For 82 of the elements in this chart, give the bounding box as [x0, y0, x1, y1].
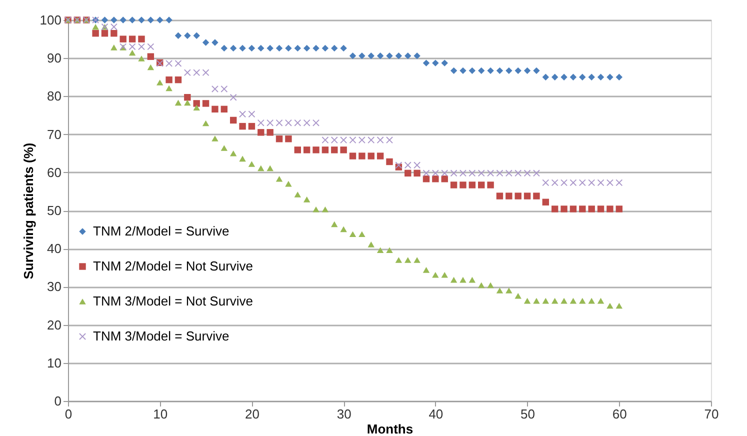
y-tick-label: 80 [47, 88, 62, 104]
x-tick-label: 50 [520, 406, 536, 422]
point [101, 16, 108, 24]
point [202, 39, 210, 46]
point [212, 39, 218, 46]
point [478, 67, 485, 74]
point [276, 44, 283, 52]
point [138, 16, 145, 24]
point [450, 67, 458, 74]
point [606, 74, 614, 81]
point [220, 44, 228, 52]
point [156, 16, 164, 24]
point [579, 74, 586, 81]
legend-label: TNM 2/Model = Survive [93, 224, 230, 238]
x-tick-label: 30 [336, 406, 352, 422]
point [147, 16, 154, 24]
point [331, 44, 338, 52]
point [460, 67, 466, 74]
point [258, 44, 264, 52]
point [248, 44, 256, 52]
point [230, 44, 237, 52]
point [542, 74, 550, 81]
point [349, 52, 356, 60]
legend-label: TNM 2/Model = Not Survive [93, 258, 254, 274]
point [570, 74, 577, 81]
point [414, 52, 420, 60]
point [193, 32, 200, 39]
point [294, 44, 301, 52]
point [514, 67, 522, 74]
y-tick-label: 60 [47, 164, 62, 180]
y-axis-title: Surviving patients (%) [20, 142, 36, 280]
point [110, 16, 118, 24]
x-tick-label: 10 [153, 406, 168, 422]
point [487, 67, 494, 74]
point [239, 44, 246, 52]
point [616, 74, 622, 81]
point [266, 44, 274, 52]
legend-label: TNM 3/Model = Survive [93, 328, 230, 344]
y-tick-label: 100 [40, 12, 62, 28]
y-tick-label: 50 [47, 203, 62, 218]
point [368, 52, 374, 60]
point [166, 16, 172, 24]
y-tick-label: 70 [47, 126, 62, 142]
point [120, 16, 126, 24]
point [303, 44, 310, 52]
point [184, 32, 191, 39]
y-tick-label: 10 [47, 355, 62, 370]
y-tick-label: 40 [47, 241, 62, 256]
x-axis-title: Months [366, 422, 414, 436]
point [422, 60, 430, 66]
x-tick-label: 40 [428, 406, 444, 422]
legend-label: TNM 3/Model = Not Survive [93, 294, 254, 308]
point [128, 16, 136, 24]
point [285, 44, 292, 52]
point [597, 74, 604, 81]
point [376, 52, 384, 60]
x-tick-label: 60 [612, 406, 627, 422]
point [432, 60, 439, 66]
point [560, 74, 568, 81]
y-tick-label: 0 [54, 394, 62, 408]
point [441, 60, 448, 66]
x-tick-label: 0 [64, 406, 72, 422]
point [551, 74, 558, 81]
point [312, 44, 320, 52]
y-tick-label: 20 [47, 317, 62, 332]
point [404, 52, 412, 60]
point [340, 44, 347, 52]
y-tick-label: 30 [47, 279, 62, 294]
point [395, 52, 402, 60]
x-tick-label: 70 [704, 406, 719, 422]
point [524, 67, 531, 74]
point [468, 67, 476, 74]
point [322, 44, 329, 52]
point [496, 67, 504, 74]
point [588, 74, 595, 81]
point [506, 67, 512, 74]
point [386, 52, 393, 60]
point [174, 32, 182, 39]
x-tick-label: 20 [244, 406, 260, 422]
point [358, 52, 366, 60]
point [533, 67, 540, 74]
y-tick-label: 90 [47, 50, 62, 66]
